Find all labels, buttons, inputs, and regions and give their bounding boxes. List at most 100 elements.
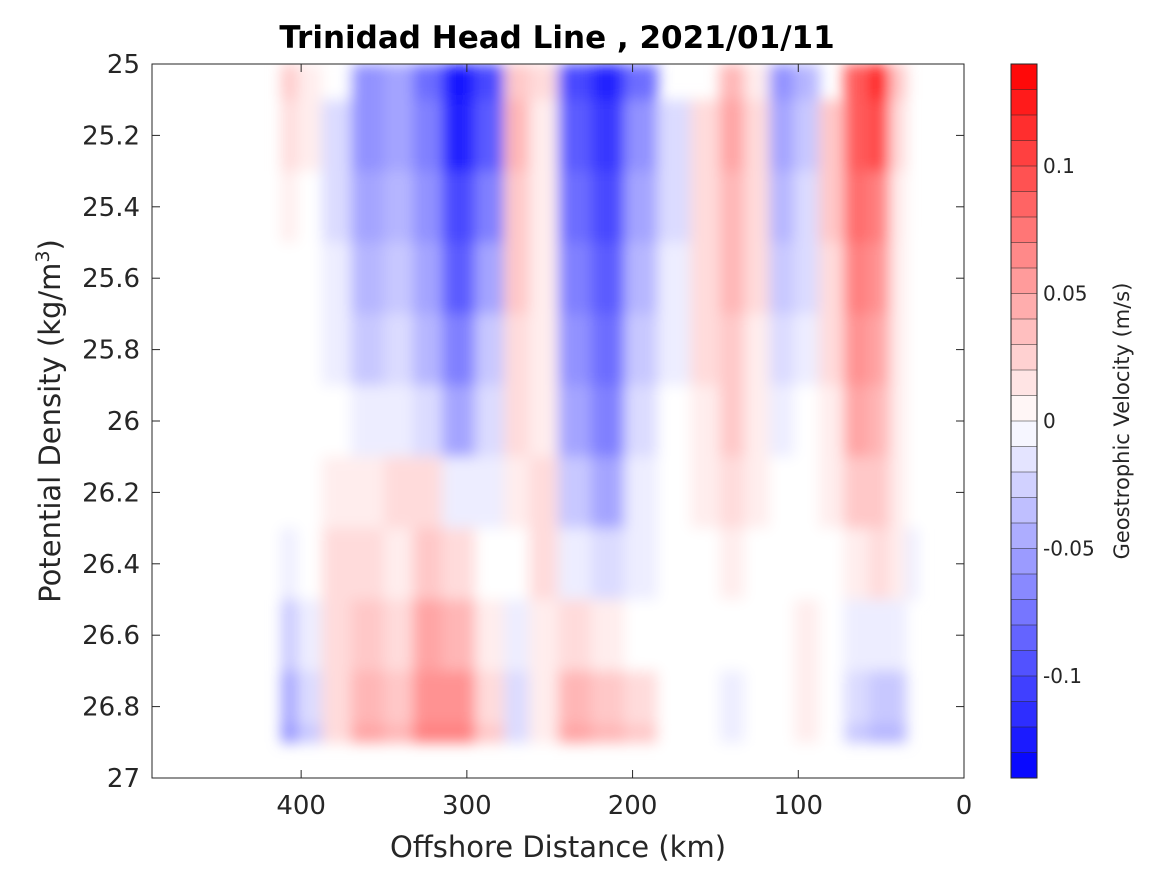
field-cell [384,313,414,386]
field-cell [591,456,625,529]
field-cell [843,64,870,101]
field-cell [591,670,625,725]
field-cell [350,670,385,725]
field-cell [624,99,658,172]
field-cell [889,242,907,315]
field-cell [889,599,907,672]
y-tick-label: 25 [107,50,140,80]
field-cell [321,528,352,600]
y-axis-label-end: ) [33,239,67,250]
field-cell [281,64,298,101]
colorbar-frame [1010,63,1038,779]
y-tick-label: 25.2 [82,121,140,151]
field-cell [843,528,870,600]
y-tick-label: 26.6 [82,621,140,651]
field-cell [744,64,770,101]
x-tick-label: 100 [773,791,823,821]
field-cell [657,528,691,600]
colorbar-step [1011,446,1037,472]
field-cell [719,242,745,315]
colorbar-step [1011,574,1037,600]
field-cell [297,99,323,172]
field-cell [384,456,414,529]
field-cell [504,528,530,600]
field-cell [384,171,414,243]
field-cell [889,724,907,743]
colorbar-step [1011,752,1037,778]
field-cell [889,99,907,172]
colorbar-tick-label: 0 [1043,409,1056,433]
y-axis-label: Potential Density (kg/m3) [32,239,67,603]
field-cell [843,171,870,243]
field-cell [794,313,820,386]
field-cell [744,171,770,243]
field-cell [350,385,385,458]
field-cell [591,242,625,315]
field-cell [744,724,770,743]
field-cell [558,99,592,172]
field-cell [624,724,658,743]
field-cell [794,242,820,315]
field-cell [591,385,625,458]
colorbar-step [1011,625,1037,651]
field-cell [889,456,907,529]
field-cell [413,171,443,243]
field-cell [657,670,691,725]
field-cell [281,670,298,725]
y-tick-label: 26 [107,407,140,437]
field-cell [297,599,323,672]
field-cell [690,385,721,458]
field-cell [769,724,795,743]
field-cell [529,670,559,725]
field-cell [529,313,559,386]
colorbar-step [1011,370,1037,396]
field-cell [297,242,323,315]
field-cell [591,724,625,743]
field-cell [475,313,505,386]
field-cell [350,724,385,743]
colorbar-step [1011,293,1037,319]
field-cell [413,724,443,743]
field-cell [769,171,795,243]
field-cell [843,456,870,529]
field-cell [719,385,745,458]
field-cell [868,599,890,672]
field-cell [719,456,745,529]
y-tick-label: 26.2 [82,478,140,508]
field-cell [657,313,691,386]
field-cell [384,242,414,315]
field-cell [297,528,323,600]
field-cell [794,599,820,672]
field-cell [690,599,721,672]
field-cell [591,528,625,600]
field-cell [350,599,385,672]
field-cell [624,670,658,725]
y-tick-label: 26.8 [82,693,140,723]
field-cell [719,599,745,672]
field-cell [794,724,820,743]
field-cell [889,385,907,458]
field-cell [281,171,298,243]
velocity-field [281,64,919,743]
field-cell [442,670,476,725]
field-cell [281,724,298,743]
field-cell [889,528,907,600]
x-tick-label: 0 [956,791,973,821]
field-cell [442,456,476,529]
field-cell [769,242,795,315]
colorbar-step [1011,115,1037,141]
y-axis-label-sup: 3 [32,250,54,262]
field-cell [475,64,505,101]
field-cell [529,99,559,172]
field-cell [868,171,890,243]
field-cell [744,670,770,725]
colorbar-tick-label: -0.05 [1043,537,1095,561]
field-cell [297,385,323,458]
field-cell [690,242,721,315]
colorbar-step [1011,140,1037,166]
field-cell [297,724,323,743]
field-cell [719,171,745,243]
field-cell [744,385,770,458]
field-cell [819,171,845,243]
